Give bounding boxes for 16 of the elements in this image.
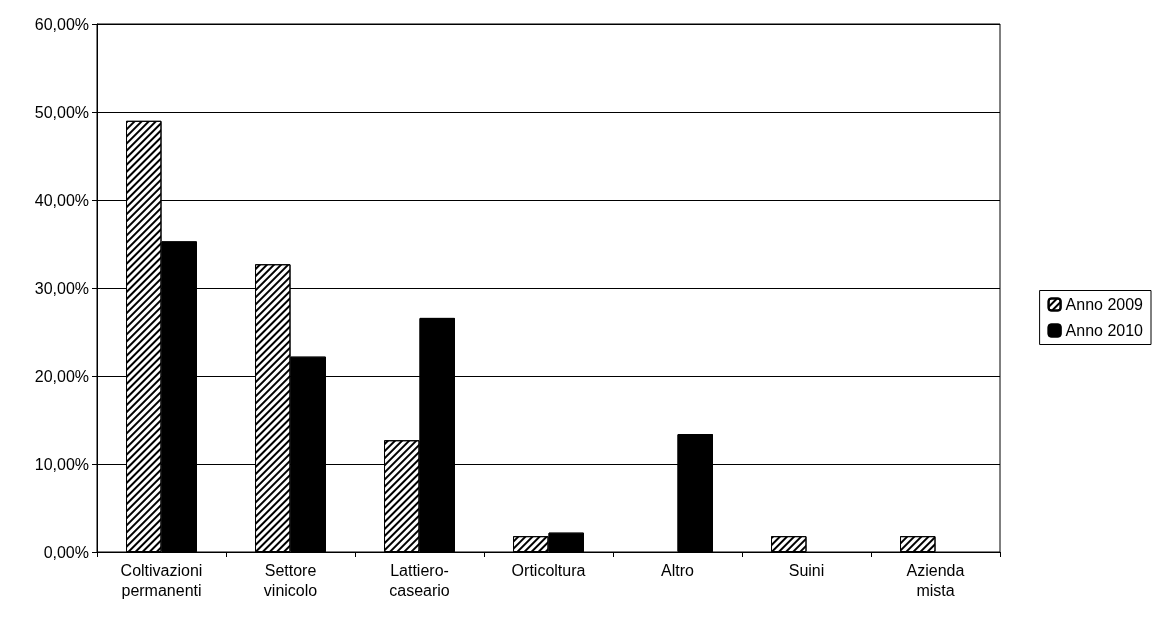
- x-tick-label: Coltivazioni permanenti: [120, 561, 203, 599]
- x-tick-label: Altro: [661, 561, 695, 579]
- y-tick-label: 40,00%: [34, 191, 89, 209]
- x-tick-label: Azienda mista: [906, 561, 965, 599]
- legend-label: Anno 2010: [1065, 322, 1144, 339]
- y-tick-label: 50,00%: [34, 103, 89, 121]
- y-tick-label: 60,00%: [34, 15, 89, 33]
- legend-label: Anno 2009: [1065, 296, 1144, 313]
- x-tick-label: Orticoltura: [511, 561, 586, 579]
- x-tick-label: Settore vinicolo: [263, 561, 318, 599]
- y-tick-label: 10,00%: [34, 455, 89, 473]
- y-tick-label: 0,00%: [43, 543, 89, 561]
- y-tick-label: 20,00%: [34, 367, 89, 385]
- y-tick-label: 30,00%: [34, 279, 89, 297]
- x-tick-label: Suini: [788, 561, 825, 579]
- x-tick-label: Lattiero-caseario: [389, 561, 450, 599]
